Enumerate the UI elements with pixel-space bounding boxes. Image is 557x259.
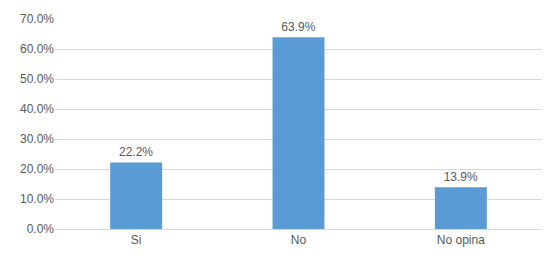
svg-text:No opina: No opina [437, 233, 485, 247]
svg-text:13.9%: 13.9% [444, 170, 478, 184]
svg-text:Si: Si [131, 233, 142, 247]
svg-text:40.0%: 40.0% [20, 102, 54, 116]
svg-text:No: No [291, 233, 307, 247]
svg-text:0.0%: 0.0% [27, 222, 55, 236]
svg-text:63.9%: 63.9% [281, 20, 315, 34]
svg-text:10.0%: 10.0% [20, 192, 54, 206]
svg-text:70.0%: 70.0% [20, 12, 54, 26]
svg-text:60.0%: 60.0% [20, 42, 54, 56]
svg-text:30.0%: 30.0% [20, 132, 54, 146]
svg-text:22.2%: 22.2% [119, 145, 153, 159]
svg-text:20.0%: 20.0% [20, 162, 54, 176]
svg-text:50.0%: 50.0% [20, 72, 54, 86]
